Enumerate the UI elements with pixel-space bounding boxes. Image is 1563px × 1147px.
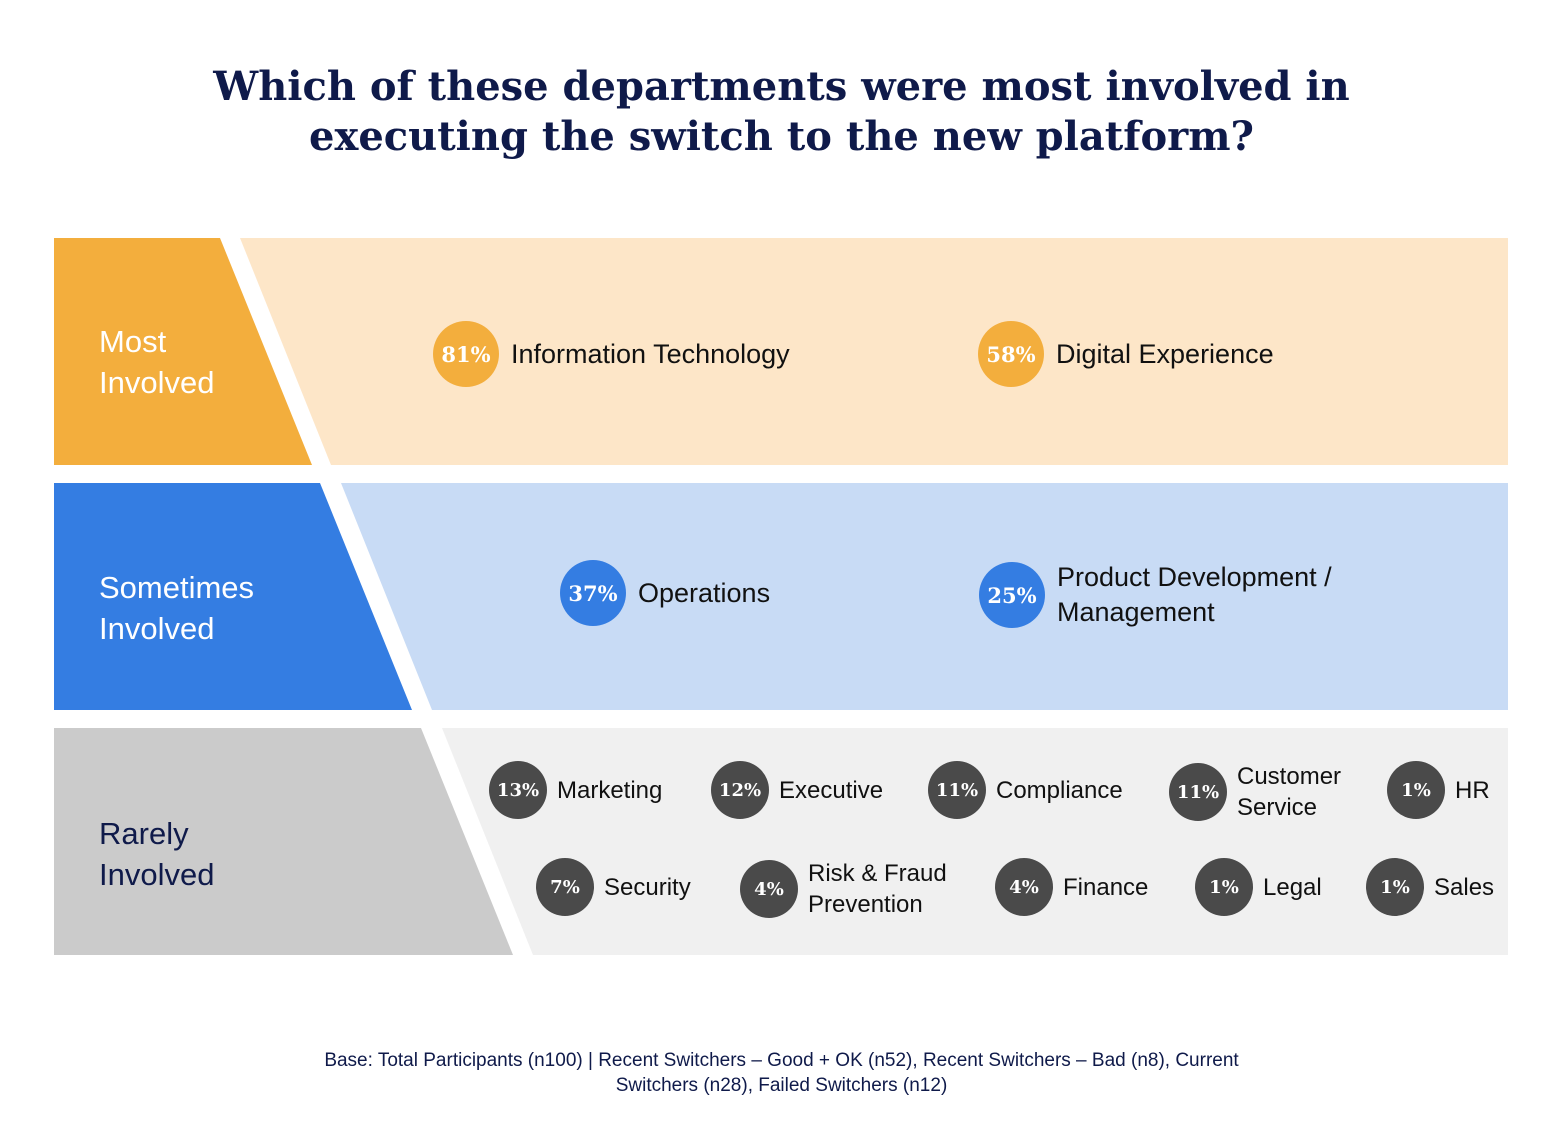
- pct-badge: 11%: [1169, 763, 1227, 821]
- tier-sometimes-background: [341, 483, 1508, 710]
- base-note: Base: Total Participants (n100) | Recent…: [324, 1050, 1239, 1096]
- pct-badge: 11%: [928, 761, 986, 819]
- pct-badge: 81%: [433, 321, 499, 387]
- pct-badge: 1%: [1366, 858, 1424, 916]
- item-marketing: 13% Marketing: [489, 761, 662, 819]
- tier-most-involved: Most Involved 81% Information Technology…: [0, 238, 1563, 465]
- tier-most-label: Most Involved: [99, 324, 215, 400]
- item-security: 7% Security: [536, 858, 691, 916]
- department-label: Legal: [1263, 873, 1322, 901]
- tier-rarely-involved: Rarely Involved 13% Marketing 12% Execut…: [0, 728, 1563, 955]
- pct-badge: 12%: [711, 761, 769, 819]
- department-label: Executive: [779, 776, 884, 804]
- item-information-technology: 81% Information Technology: [433, 321, 790, 387]
- pct-badge: 13%: [489, 761, 547, 819]
- item-product-development: 25% Product Development / Management: [979, 560, 1332, 630]
- pct-badge: 4%: [995, 858, 1053, 916]
- department-label: Marketing: [557, 776, 663, 804]
- tier-sometimes-label: Sometimes Involved: [99, 570, 255, 646]
- department-label: Customer Service: [1237, 763, 1342, 821]
- tier-most-background: [240, 238, 1508, 465]
- item-compliance: 11% Compliance: [928, 761, 1123, 819]
- pct-badge: 1%: [1387, 761, 1445, 819]
- department-label: Finance: [1063, 873, 1149, 901]
- department-label: HR: [1455, 776, 1490, 804]
- item-customer-service: 11% Customer Service: [1169, 761, 1341, 823]
- tier-most-label-panel: [54, 238, 312, 465]
- item-risk-fraud: 4% Risk & Fraud Prevention: [740, 858, 947, 920]
- department-label: Information Technology: [511, 338, 790, 369]
- tier-sometimes-label-panel: [54, 483, 412, 710]
- tier-rarely-label: Rarely Involved: [99, 816, 215, 892]
- item-digital-experience: 58% Digital Experience: [978, 321, 1274, 387]
- tier-sometimes-involved: Sometimes Involved 37% Operations 25% Pr…: [0, 483, 1563, 710]
- pct-badge: 7%: [536, 858, 594, 916]
- item-finance: 4% Finance: [995, 858, 1148, 916]
- department-label: Compliance: [996, 776, 1123, 804]
- pct-badge: 4%: [740, 860, 798, 918]
- department-label: Operations: [638, 577, 771, 608]
- item-sales: 1% Sales: [1366, 858, 1494, 916]
- tier-sometimes-shapes: [54, 483, 1508, 710]
- item-legal: 1% Legal: [1195, 858, 1322, 916]
- department-label: Sales: [1434, 873, 1495, 901]
- department-label: Product Development / Management: [1057, 562, 1332, 627]
- department-label: Risk & Fraud Prevention: [808, 860, 947, 918]
- pct-badge: 25%: [979, 562, 1045, 628]
- chart-title: Which of these departments were most inv…: [213, 63, 1350, 160]
- item-operations: 37% Operations: [560, 560, 770, 626]
- item-executive: 12% Executive: [711, 761, 883, 819]
- tier-most-shapes: [54, 238, 1508, 465]
- pct-badge: 37%: [560, 560, 626, 626]
- pct-badge: 1%: [1195, 858, 1253, 916]
- department-label: Security: [604, 873, 691, 901]
- item-hr: 1% HR: [1387, 761, 1490, 819]
- tier-rarely-label-panel: [54, 728, 513, 955]
- department-label: Digital Experience: [1056, 338, 1274, 369]
- pct-badge: 58%: [978, 321, 1044, 387]
